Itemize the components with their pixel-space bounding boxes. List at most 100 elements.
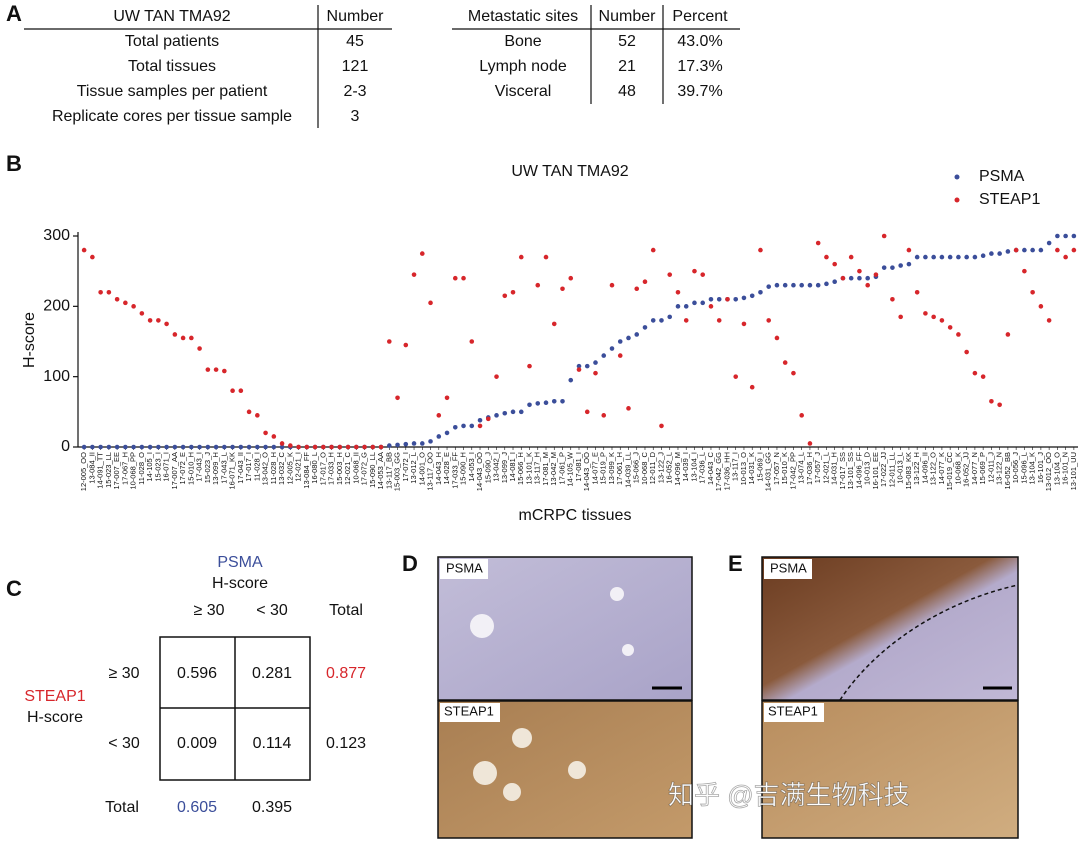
point bbox=[931, 314, 936, 320]
x-tick-label: 17-061_P bbox=[557, 452, 566, 485]
point bbox=[279, 441, 285, 446]
x-tick-label: 15-023_LL bbox=[104, 452, 113, 488]
point bbox=[271, 444, 277, 450]
column-header: Total bbox=[329, 602, 363, 619]
x-tick-label: 10-068_PP bbox=[129, 452, 138, 490]
point bbox=[189, 335, 194, 341]
x-tick-label: 13-101_UU bbox=[1069, 452, 1078, 490]
table-cell: 121 bbox=[342, 58, 369, 75]
point bbox=[634, 286, 640, 292]
point bbox=[964, 254, 969, 260]
lumen bbox=[568, 761, 586, 779]
point bbox=[675, 304, 681, 309]
x-tick-label: 11-028_I bbox=[252, 452, 261, 481]
x-tick-label: 13-012_OO bbox=[1044, 452, 1053, 491]
x-tick-label: 17-072_E bbox=[178, 452, 187, 485]
point bbox=[791, 370, 796, 376]
point bbox=[807, 282, 813, 288]
column-header: ≥ 30 bbox=[193, 602, 224, 619]
legend-label: STEAP1 bbox=[979, 191, 1040, 208]
point bbox=[766, 318, 772, 323]
row-subtitle: H-score bbox=[27, 709, 83, 726]
x-tick-label: 16-071_I bbox=[162, 452, 171, 482]
point bbox=[535, 401, 541, 406]
point bbox=[403, 342, 409, 348]
x-tick-label: 13-117_I bbox=[731, 452, 740, 481]
table-cell: 17.3% bbox=[677, 58, 722, 75]
point bbox=[601, 413, 607, 418]
point bbox=[782, 282, 788, 288]
x-tick-label: 17-057_N bbox=[772, 452, 781, 485]
table-cell: 45 bbox=[346, 33, 364, 50]
point bbox=[881, 265, 887, 270]
column-subtitle: H-score bbox=[212, 575, 268, 592]
point bbox=[131, 444, 136, 450]
x-tick-label: 14-043_OO bbox=[582, 452, 591, 491]
point bbox=[411, 272, 417, 277]
point bbox=[106, 289, 112, 295]
point bbox=[510, 289, 516, 295]
point bbox=[1071, 247, 1077, 253]
point bbox=[972, 370, 978, 376]
point bbox=[345, 444, 351, 450]
x-tick-label: 10-056_J bbox=[1011, 452, 1020, 484]
table-cell: 21 bbox=[618, 58, 636, 75]
point bbox=[255, 444, 260, 450]
panel-label: A bbox=[6, 1, 22, 26]
x-tick-label: 14-105_W bbox=[566, 451, 575, 487]
x-tick-label: 13-074_L bbox=[797, 452, 806, 484]
point bbox=[378, 444, 384, 450]
x-tick-label: 15-023_J bbox=[203, 452, 212, 484]
image-label: PSMA bbox=[770, 560, 807, 575]
image-label-box bbox=[440, 559, 488, 579]
point bbox=[1030, 289, 1035, 295]
point bbox=[791, 282, 796, 288]
point bbox=[832, 261, 837, 267]
x-tick-label: 15-066_H bbox=[516, 452, 525, 485]
x-tick-label: 10-068_C bbox=[640, 451, 649, 485]
point bbox=[576, 367, 582, 372]
x-tick-label: 17-042_PP bbox=[788, 452, 797, 490]
x-tick-label: 15-003_GG bbox=[393, 452, 402, 491]
point bbox=[601, 353, 607, 358]
x-tick-label: 17-043_II bbox=[236, 452, 245, 484]
legend-label: PSMA bbox=[979, 168, 1025, 185]
x-tick-label: 14-028_E bbox=[442, 452, 451, 485]
x-tick-label: 16-052_BB bbox=[1003, 452, 1012, 490]
point bbox=[139, 444, 145, 450]
x-tick-label: 17-057_J bbox=[813, 452, 822, 484]
x-tick-label: 17-033_H bbox=[327, 452, 336, 485]
x-tick-label: 10-068_II bbox=[351, 452, 360, 484]
x-tick-label: 14-096_M bbox=[673, 452, 682, 486]
point bbox=[749, 293, 755, 299]
x-tick-label: 13-104_K bbox=[1028, 452, 1037, 485]
point bbox=[238, 444, 244, 450]
point bbox=[667, 314, 673, 320]
point bbox=[543, 254, 549, 260]
point bbox=[758, 247, 763, 253]
x-tick-label: 10-013_D bbox=[863, 451, 872, 485]
point bbox=[609, 346, 615, 351]
point bbox=[642, 325, 648, 330]
point bbox=[692, 268, 697, 274]
x-tick-label: 13-101_K bbox=[524, 452, 533, 485]
table-cell: 43.0% bbox=[677, 33, 722, 50]
point bbox=[997, 251, 1002, 256]
point bbox=[956, 254, 961, 260]
x-tick-label: 15-010_K bbox=[780, 452, 789, 485]
panel-label: E bbox=[728, 551, 743, 576]
table-cell: Tissue samples per patient bbox=[77, 83, 268, 100]
point bbox=[1013, 247, 1019, 253]
point bbox=[1030, 247, 1035, 253]
x-tick-label: 15-019_CC bbox=[945, 451, 954, 490]
image-label: STEAP1 bbox=[444, 703, 494, 718]
x-tick-label: 17-033_FF bbox=[450, 452, 459, 489]
point bbox=[164, 321, 169, 327]
point bbox=[989, 251, 994, 256]
point bbox=[1046, 240, 1052, 246]
legend-marker bbox=[954, 197, 960, 203]
x-tick-label: 17-017_I bbox=[244, 452, 253, 482]
point bbox=[716, 297, 722, 302]
point bbox=[98, 289, 103, 295]
point bbox=[452, 425, 458, 430]
